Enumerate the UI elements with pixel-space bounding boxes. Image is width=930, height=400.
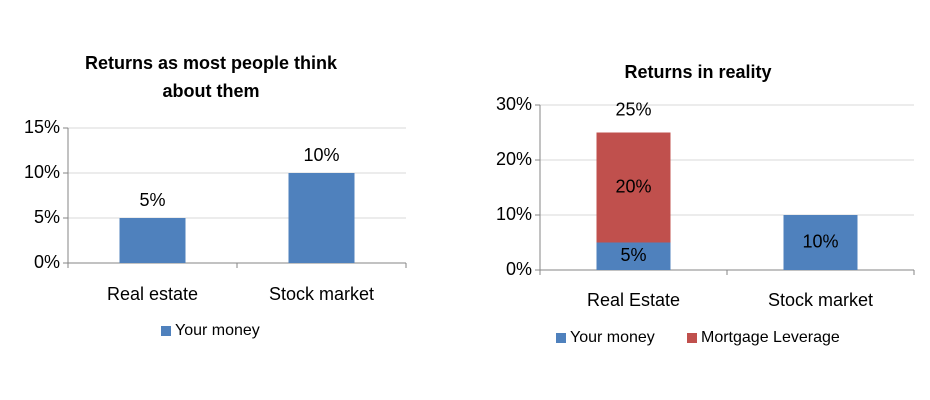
data-label: 20% [615, 176, 651, 196]
y-tick-label: 30% [496, 94, 532, 114]
legend-label: Your money [175, 322, 260, 339]
bar [596, 242, 671, 270]
legend-swatch [687, 333, 697, 343]
data-label: 10% [303, 145, 339, 165]
chart-title: Returns as most people think about them [84, 53, 338, 101]
y-tick-label: 5% [34, 207, 60, 227]
y-tick-label: 10% [496, 204, 532, 224]
y-tick-label: 20% [496, 149, 532, 169]
bar [596, 132, 671, 243]
chart-title: Returns in reality [624, 62, 772, 82]
x-tick-label: Stock market [269, 284, 374, 304]
bar [119, 218, 186, 263]
x-tick-label: Stock market [768, 290, 873, 310]
x-tick-label: Real Estate [587, 290, 680, 310]
y-tick-label: 10% [24, 162, 60, 182]
y-tick-label: 0% [34, 252, 60, 272]
data-label: 5% [139, 190, 165, 210]
y-tick-label: 15% [24, 117, 60, 137]
bar [783, 215, 858, 270]
data-label: 5% [620, 245, 646, 265]
legend-swatch [556, 333, 566, 343]
legend-label: Mortgage Leverage [701, 329, 840, 346]
legend-swatch [161, 326, 171, 336]
legend-label: Your money [570, 329, 655, 346]
data-label: 10% [802, 231, 838, 251]
bar [288, 173, 355, 263]
total-label: 25% [615, 99, 651, 119]
x-tick-label: Real estate [107, 284, 198, 304]
y-tick-label: 0% [506, 259, 532, 279]
